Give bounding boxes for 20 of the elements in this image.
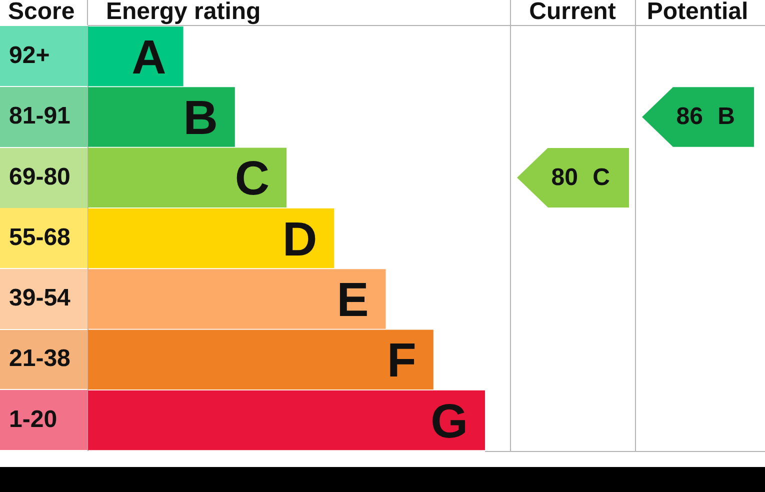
y-tick-label: 1-20: [9, 406, 58, 433]
y-tick-label: 21-38: [9, 345, 70, 372]
annotation: F: [387, 334, 416, 388]
annotation: G: [430, 395, 468, 448]
text: 80 C: [551, 164, 610, 192]
annotation: D: [282, 213, 318, 266]
y-tick-label: 81-91: [9, 102, 70, 130]
text: 86 B: [676, 102, 735, 131]
y-tick-label: 39-54: [9, 284, 72, 312]
y-axis-title: Score: [8, 0, 75, 25]
y-tick-label: 69-80: [9, 163, 70, 190]
y-tick-label: 55-68: [9, 224, 70, 251]
annotation: A: [132, 31, 166, 84]
y-tick-label: 92+: [9, 42, 50, 69]
annotation: E: [336, 274, 369, 327]
annotation: C: [234, 152, 270, 206]
x-axis-title: Energy rating: [106, 0, 261, 25]
text: Potential: [646, 0, 750, 25]
annotation: B: [183, 92, 218, 145]
text: Current: [528, 0, 617, 25]
